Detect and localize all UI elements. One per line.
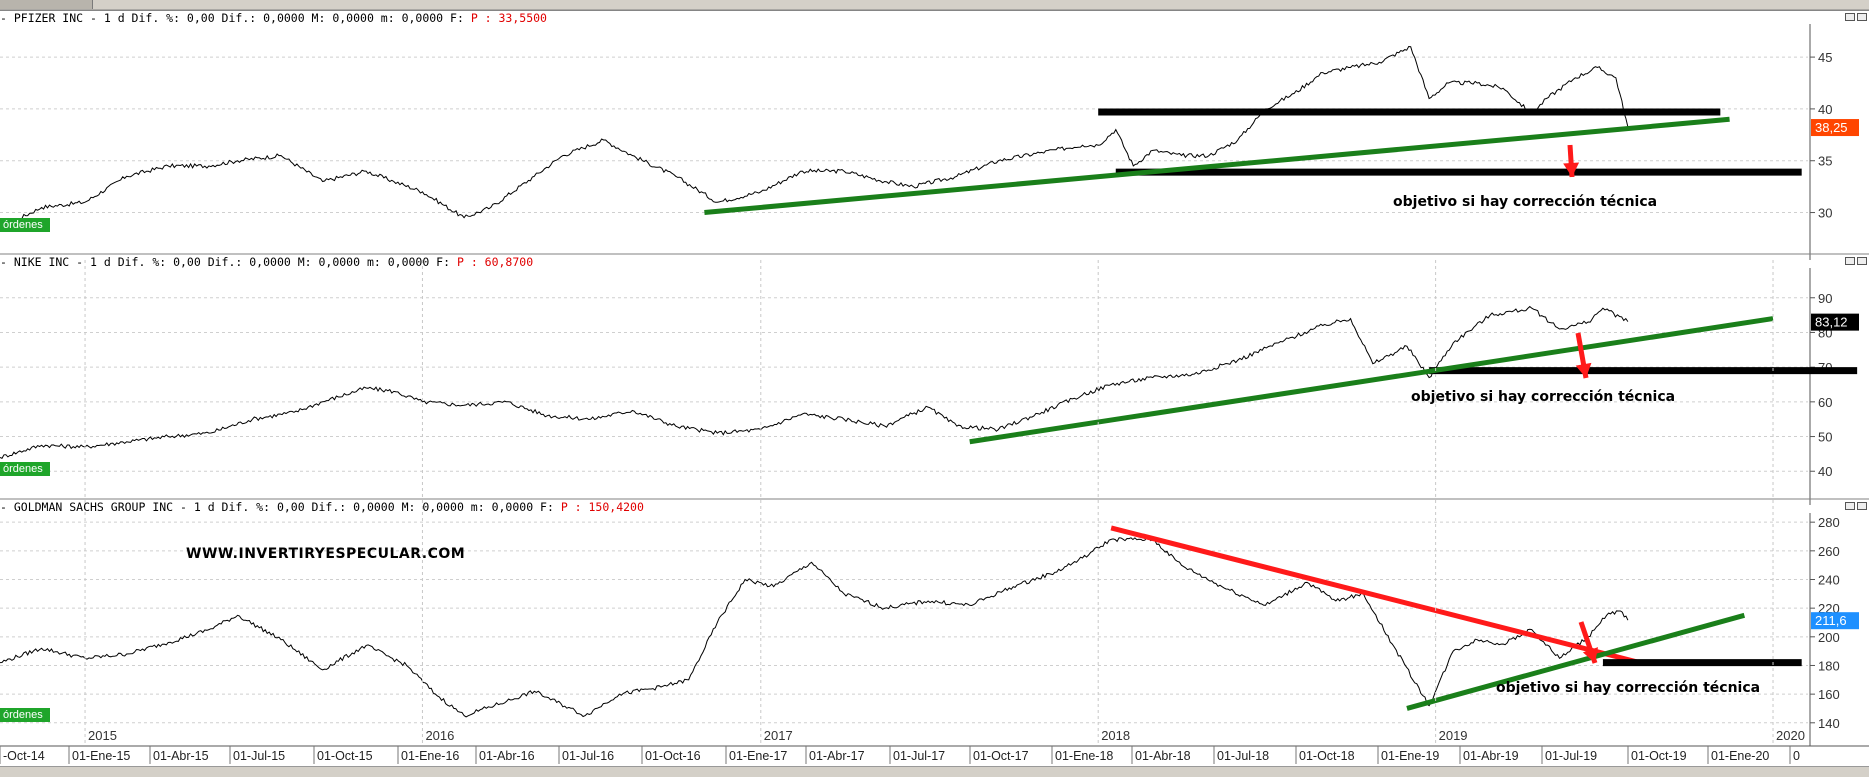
nike-target-annotation: objetivo si hay corrección técnica <box>1411 389 1676 405</box>
goldman-last-value-box <box>1811 612 1859 630</box>
year-label: 2015 <box>88 728 117 743</box>
nike-y-tick-label: 40 <box>1818 464 1832 479</box>
nike-red-arrow-head <box>1575 362 1592 378</box>
pfizer-y-tick-label: 35 <box>1818 154 1832 169</box>
goldman-y-tick-label: 240 <box>1818 572 1840 587</box>
nike-price-line <box>0 305 1629 459</box>
goldman-header-price: P : 150,4200 <box>560 500 644 514</box>
goldman-y-tick-label: 160 <box>1818 687 1840 702</box>
date-label: -Oct-14 <box>3 749 45 763</box>
pfizer-red-arrow-head <box>1563 162 1580 177</box>
date-label: 01-Abr-16 <box>479 749 535 763</box>
date-label: 01-Ene-18 <box>1055 749 1113 763</box>
nike-y-tick-label: 50 <box>1818 430 1832 445</box>
date-label: 01-Ene-16 <box>401 749 459 763</box>
goldman-header: - GOLDMAN SACHS GROUP INC - 1 d Dif. %: … <box>0 500 644 514</box>
nike-y-tick-label: 60 <box>1818 395 1832 410</box>
goldman-target-annotation: objetivo si hay corrección técnica <box>1496 680 1761 696</box>
nike-minimize-button[interactable] <box>1845 257 1855 265</box>
date-label: 01-Oct-17 <box>973 749 1029 763</box>
goldman-y-tick-label: 200 <box>1818 630 1840 645</box>
nike-last-value-box <box>1811 313 1859 331</box>
goldman-price-line <box>0 536 1629 718</box>
date-label: 01-Ene-20 <box>1711 749 1769 763</box>
goldman-red-arrow-head <box>1582 647 1599 663</box>
pfizer-target-annotation: objetivo si hay corrección técnica <box>1393 194 1658 210</box>
date-label: 01-Ene-19 <box>1381 749 1439 763</box>
nike-support-trendline <box>969 316 1774 445</box>
date-label: 01-Jul-15 <box>233 749 285 763</box>
date-label: 01-Jul-17 <box>893 749 945 763</box>
goldman-maximize-button[interactable] <box>1857 502 1867 510</box>
goldman-resistance-trendline <box>1110 525 1641 666</box>
date-label: 01-Jul-19 <box>1545 749 1597 763</box>
pfizer-maximize-button[interactable] <box>1857 13 1867 21</box>
pfizer-minimize-button[interactable] <box>1845 13 1855 21</box>
nike-maximize-button[interactable] <box>1857 257 1867 265</box>
goldman-y-tick-label: 280 <box>1818 515 1840 530</box>
year-label: 2018 <box>1101 728 1130 743</box>
pfizer-last-value-box <box>1811 119 1859 137</box>
watermark-text: WWW.INVERTIRYESPECULAR.COM <box>186 546 466 562</box>
date-label: 0 <box>1793 749 1800 763</box>
pfizer-price-line <box>0 45 1629 229</box>
date-label: 01-Ene-15 <box>72 749 130 763</box>
bottom-scrollbar[interactable] <box>0 766 1869 777</box>
goldman-y-tick-label: 260 <box>1818 544 1840 559</box>
nike-last-value-label: 83,12 <box>1815 315 1848 330</box>
pfizer-header-info: - PFIZER INC - 1 d Dif. %: 0,00 Dif.: 0,… <box>0 11 471 25</box>
year-label: 2016 <box>425 728 454 743</box>
pfizer-header: - PFIZER INC - 1 d Dif. %: 0,00 Dif.: 0,… <box>0 11 547 25</box>
goldman-orders-button[interactable]: órdenes <box>0 708 50 722</box>
date-label: 01-Jul-16 <box>562 749 614 763</box>
pfizer-header-price: P : 33,5500 <box>470 11 547 25</box>
pfizer-y-tick-label: 45 <box>1818 50 1832 65</box>
date-label: 01-Oct-16 <box>645 749 701 763</box>
date-label: 01-Abr-19 <box>1463 749 1519 763</box>
date-label: 01-Ene-17 <box>729 749 787 763</box>
year-label: 2019 <box>1439 728 1468 743</box>
pfizer-orders-button[interactable]: órdenes <box>0 218 50 232</box>
pfizer-support-trendline <box>704 116 1730 216</box>
pfizer-y-tick-label: 40 <box>1818 102 1832 117</box>
pfizer-last-value-label: 38,25 <box>1815 120 1848 135</box>
year-label: 2020 <box>1776 728 1805 743</box>
date-label: 01-Jul-18 <box>1217 749 1269 763</box>
pfizer-y-tick-label: 30 <box>1818 206 1832 221</box>
goldman-header-info: - GOLDMAN SACHS GROUP INC - 1 d Dif. %: … <box>0 500 561 514</box>
window-tab[interactable] <box>0 0 93 9</box>
date-label: 01-Abr-17 <box>809 749 865 763</box>
goldman-minimize-button[interactable] <box>1845 502 1855 510</box>
date-label: 01-Abr-15 <box>153 749 209 763</box>
nike-header-price: P : 60,8700 <box>456 255 534 269</box>
date-label: 01-Oct-15 <box>317 749 373 763</box>
nike-header-info: - NIKE INC - 1 d Dif. %: 0,00 Dif.: 0,00… <box>0 255 457 269</box>
goldman-support-trendline <box>1406 612 1746 711</box>
year-label: 2017 <box>764 728 793 743</box>
nike-orders-button[interactable]: órdenes <box>0 462 50 476</box>
goldman-y-tick-label: 180 <box>1818 658 1840 673</box>
goldman-y-tick-label: 140 <box>1818 716 1840 731</box>
goldman-last-value-label: 211,6 <box>1815 613 1847 628</box>
nike-header: - NIKE INC - 1 d Dif. %: 0,00 Dif.: 0,00… <box>0 255 533 269</box>
nike-y-tick-label: 90 <box>1818 291 1832 306</box>
date-label: 01-Oct-19 <box>1631 749 1687 763</box>
date-label: 01-Oct-18 <box>1299 749 1355 763</box>
date-label: 01-Abr-18 <box>1135 749 1191 763</box>
